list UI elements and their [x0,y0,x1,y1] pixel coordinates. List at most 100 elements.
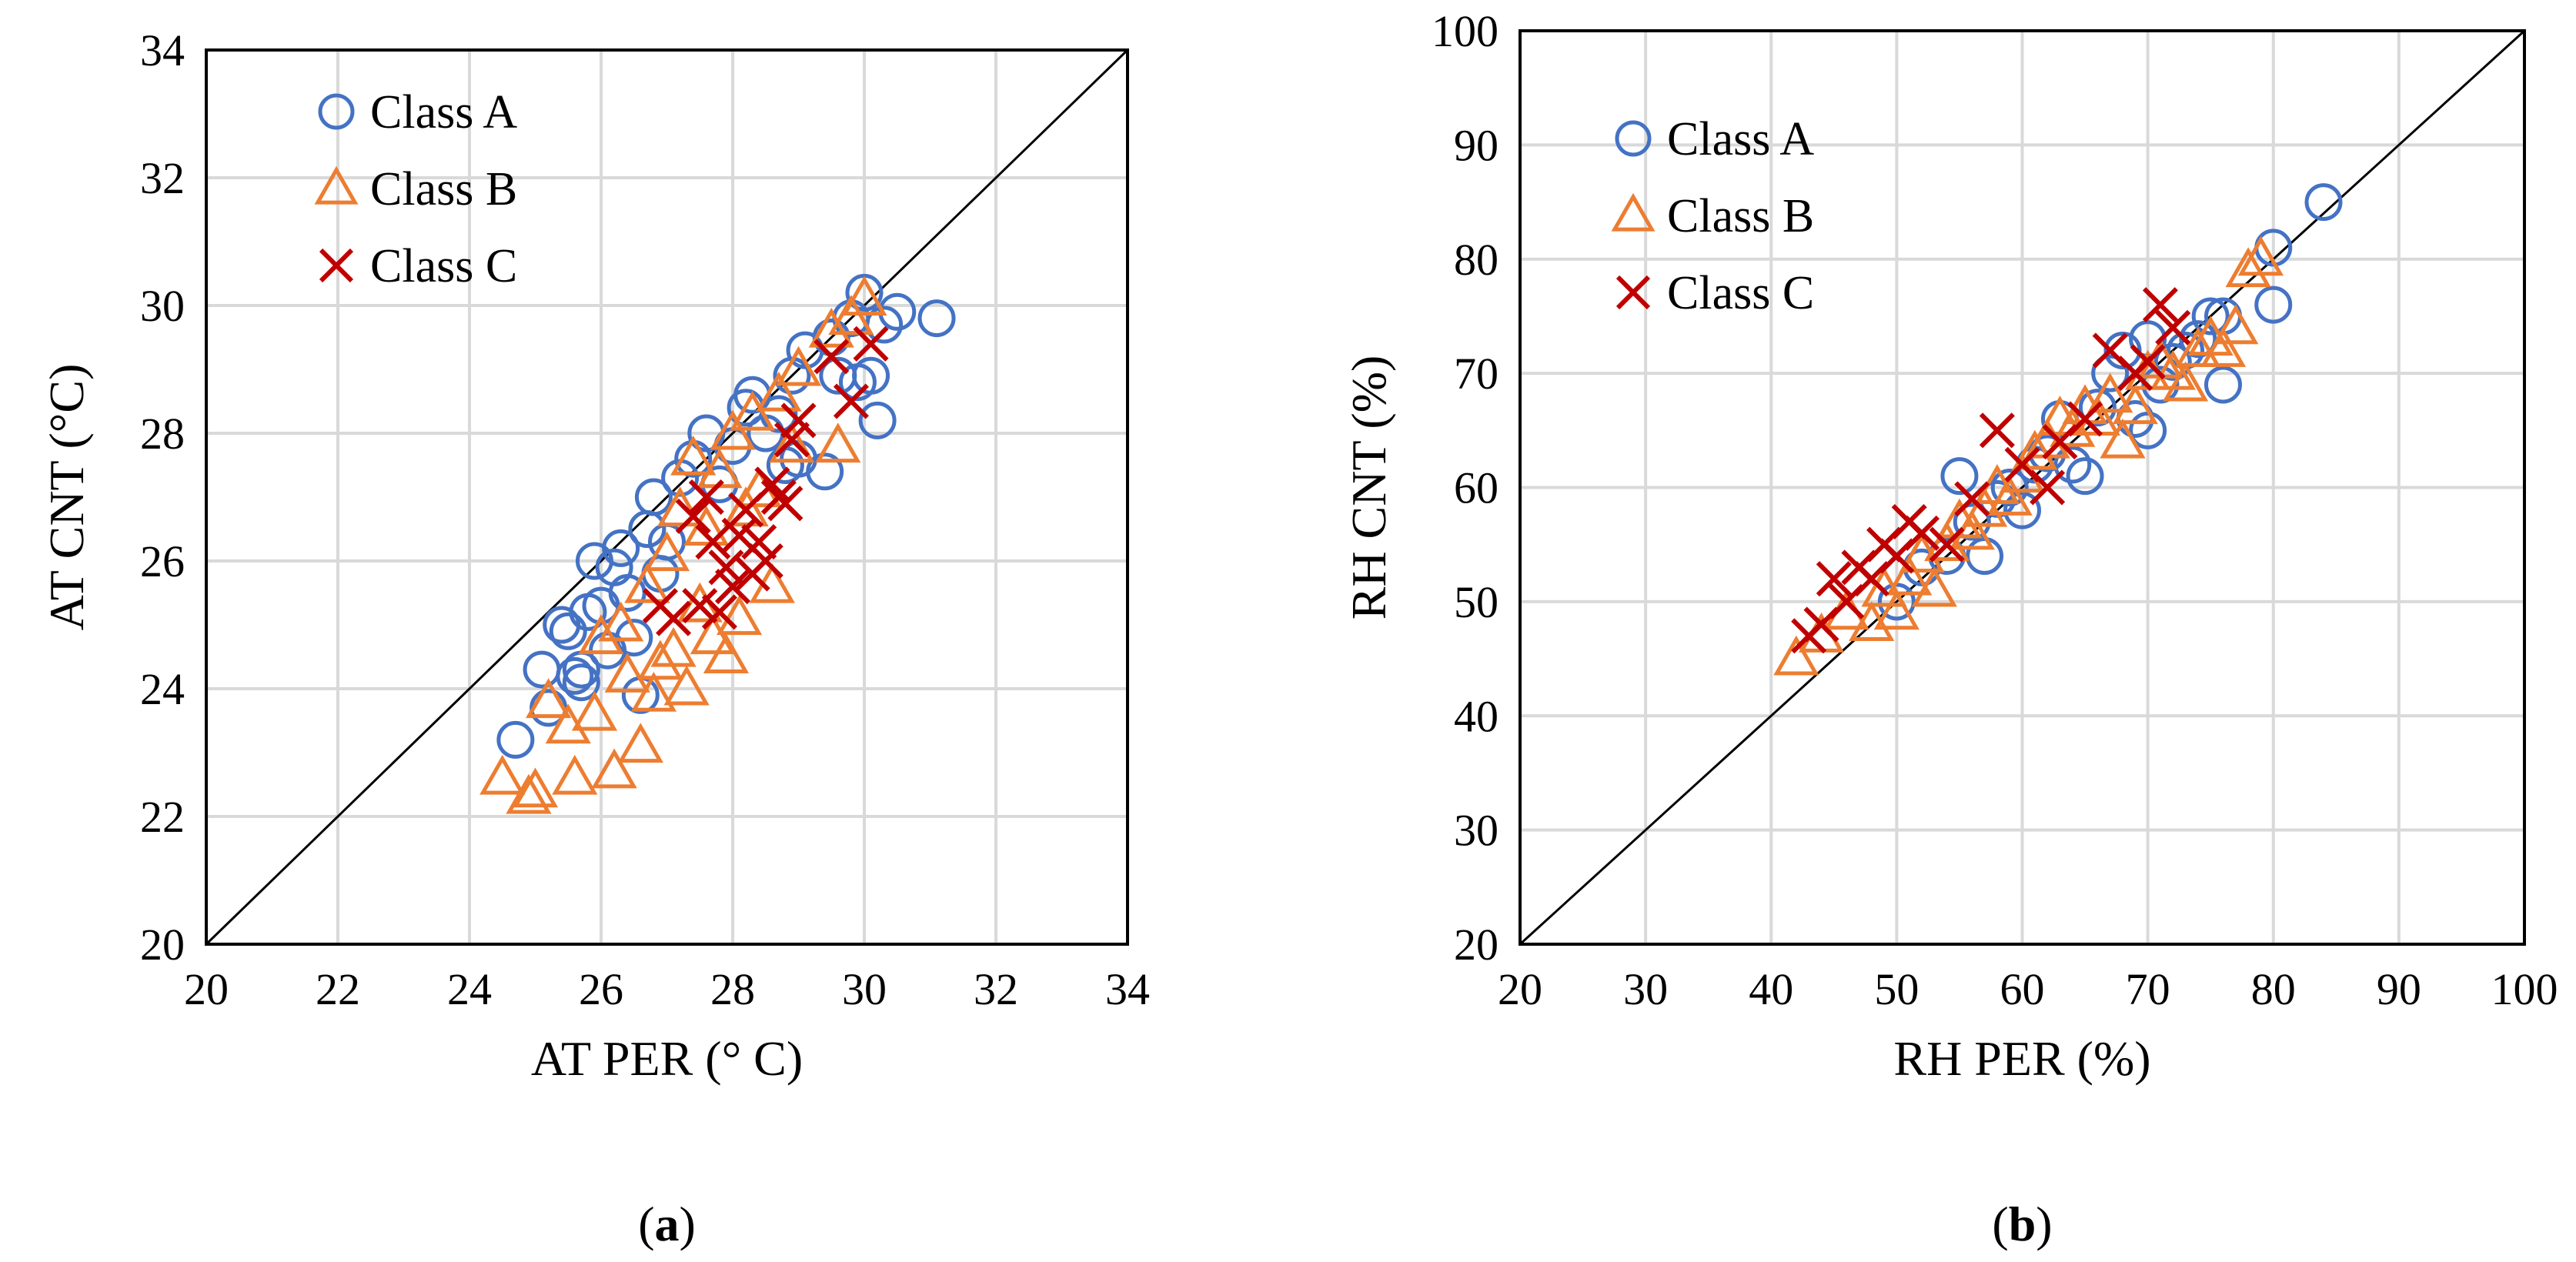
legend-marker-class-a-b [1615,120,1652,157]
data-point-class-b-b [2175,327,2221,367]
data-point-class-b-a [591,748,637,789]
data-point-class-a-b [2053,446,2092,484]
y-tick-label-a: 28 [140,409,185,459]
data-point-class-c-a [675,498,711,534]
x-tick-label-b: 20 [1498,964,1542,1014]
data-point-class-b-b [2087,372,2133,413]
data-point-class-b-a [690,614,736,655]
data-point-class-a-b [1953,502,1991,541]
data-point-class-a-b [1940,457,1979,496]
y-tick-label-b: 30 [1454,806,1498,856]
data-point-class-c-a [714,569,751,605]
legend-marker-class-c-b [1615,275,1651,310]
y-tick-label-b: 80 [1454,235,1498,285]
data-point-class-b-b [2112,384,2158,425]
data-point-class-b-b [2162,361,2209,402]
data-point-class-b-a [571,690,618,731]
data-point-class-a-a [496,720,535,759]
data-point-class-b-a [479,754,526,795]
data-point-class-b-b [1873,589,1919,630]
data-point-class-b-a [710,409,756,450]
legend-label-class-a-a: Class A [370,86,517,139]
legend-marker-class-b-b [1611,192,1656,232]
legend-marker-class-b-a [314,165,359,205]
x-tick-label-b: 80 [2251,964,2296,1014]
legend-marker-class-c-a [319,248,354,283]
data-point-class-c-b [1816,561,1852,597]
data-point-class-b-a [552,754,598,795]
data-point-class-c-a [682,588,718,624]
x-tick-label-a: 34 [1105,964,1150,1014]
data-point-class-b-a [637,639,683,680]
data-point-class-c-b [2067,401,2103,437]
data-point-class-a-b [2304,183,2343,222]
data-point-class-a-a [806,452,844,491]
data-point-class-a-a [852,356,890,395]
x-tick-label-a: 22 [316,964,360,1014]
data-point-class-b-a [769,422,815,463]
x-tick-label-b: 40 [1749,964,1793,1014]
y-tick-label-b: 60 [1454,463,1498,513]
x-axis-label-b: RH PER (%) [1893,1031,2150,1086]
data-point-class-a-b [2191,297,2230,336]
data-point-class-c-a [853,326,889,362]
y-tick-label-a: 30 [140,281,185,331]
plot-frame-a [205,48,1129,946]
data-point-class-b-a [730,390,776,431]
data-point-class-c-b [2142,287,2178,323]
data-point-class-b-a [841,275,887,316]
x-tick-label-b: 50 [1874,964,1919,1014]
x-tick-label-a: 24 [447,964,492,1014]
data-point-class-b-b [2237,235,2284,276]
data-point-class-a-a [634,478,673,516]
caption-a: (a) [638,1197,696,1251]
data-point-class-c-b [2030,469,2066,506]
y-tick-label-b: 50 [1454,577,1498,627]
data-point-class-b-a [512,767,559,808]
data-point-class-c-a [767,486,804,522]
data-point-class-c-b [1954,481,1990,517]
data-point-class-b-b [2100,418,2146,459]
data-point-class-c-a [688,479,724,516]
x-tick-label-a: 30 [842,964,887,1014]
x-tick-label-b: 70 [2126,964,2170,1014]
data-point-class-b-a [756,371,802,412]
data-point-class-a-b [2091,354,2130,392]
data-point-class-b-a [657,486,703,527]
data-point-class-a-b [2153,342,2192,381]
data-point-class-b-a [598,601,644,642]
y-tick-label-a: 20 [140,920,185,970]
caption-b: (b) [1992,1197,2052,1251]
reference-line-a [205,48,1129,946]
data-point-class-c-a [701,594,737,630]
data-point-class-b-b [1986,475,2033,516]
data-point-class-c-a [814,339,850,375]
data-point-class-b-a [525,678,572,719]
chart-b-relative-humidity: 20 30 40 50 60 70 80 90 100 20 30 40 50 60 70 80 90 100 RH… [1341,6,2558,1251]
data-point-class-b-b [1886,555,1933,596]
data-point-class-b-a [643,531,690,572]
data-point-class-b-b [2213,304,2259,345]
data-point-class-c-b [1929,526,1965,563]
x-tick-label-a: 32 [974,964,1018,1014]
x-tick-label-b: 30 [1623,964,1668,1014]
y-axis-label-a: AT CNT (°C) [39,364,94,631]
x-tick-label-b: 60 [2000,964,2045,1014]
data-point-class-b-a [617,723,663,763]
x-tick-label-a: 28 [710,964,755,1014]
data-point-class-a-a [562,663,600,702]
data-point-class-a-a [602,529,640,567]
y-tick-label-b: 100 [1432,6,1498,56]
y-tick-label-a: 24 [140,664,185,714]
data-point-class-a-b [2003,491,2041,529]
y-tick-label-b: 90 [1454,120,1498,170]
legend-label-class-c-b: Class C [1667,267,1814,319]
data-point-class-a-b [2204,366,2242,404]
data-point-class-c-a [695,524,731,560]
data-point-class-a-b [2066,457,2104,496]
data-point-class-b-a [604,653,650,693]
data-point-class-a-b [2254,285,2293,324]
y-tick-label-a: 22 [140,792,185,842]
reference-line-b [1519,29,2526,946]
